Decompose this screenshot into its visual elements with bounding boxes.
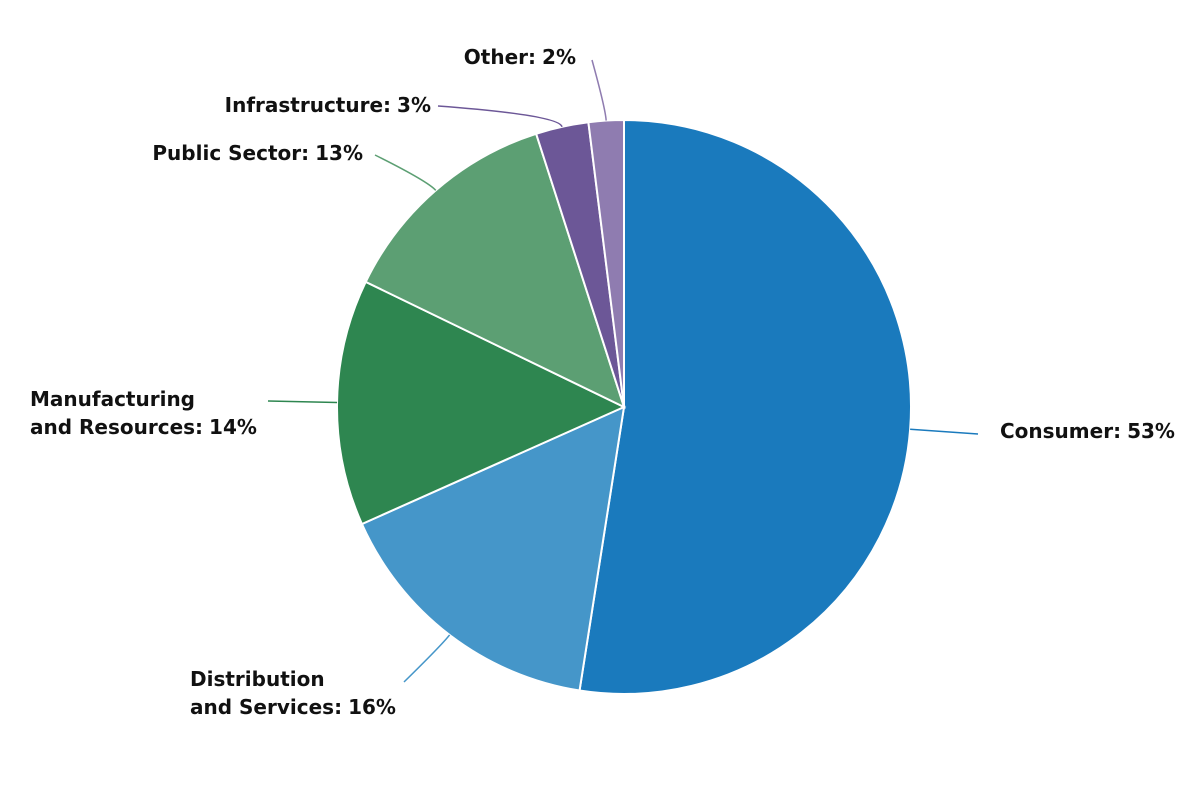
leader-line [267,400,338,404]
value-label: 53% [1127,419,1175,443]
leader-line [403,634,451,683]
label-line: Public Sector: [152,141,309,165]
pie-slice [336,280,627,526]
label-line: Other: [464,45,536,69]
slice-label: Manufacturing and Resources: [30,387,203,439]
value-label: 16% [348,695,396,719]
pie-slice [364,132,626,409]
slice-label: Public Sector: [152,141,309,165]
label-line: and Resources: [30,415,203,439]
slice-label: Other: [464,45,536,69]
value-label: 2% [542,45,576,69]
value-label: 3% [397,93,431,117]
label-line: Infrastructure: [225,93,391,117]
label-line: Consumer: [1000,419,1121,443]
leader-line [374,154,437,191]
label-line: Manufacturing [30,387,195,411]
label-line: Distribution [190,667,325,691]
pie-slice [578,118,912,695]
leader-line [437,105,563,128]
pie-slice [587,118,625,408]
leader-line [591,59,607,121]
value-label: 14% [209,415,257,439]
slice-label: Infrastructure: [225,93,391,117]
leader-line [910,428,979,435]
label-line: and Services: [190,695,342,719]
value-label: 13% [315,141,363,165]
pie-slice [360,405,626,692]
slice-label: Distribution and Services: [190,667,342,719]
slice-label: Consumer: [1000,419,1121,443]
